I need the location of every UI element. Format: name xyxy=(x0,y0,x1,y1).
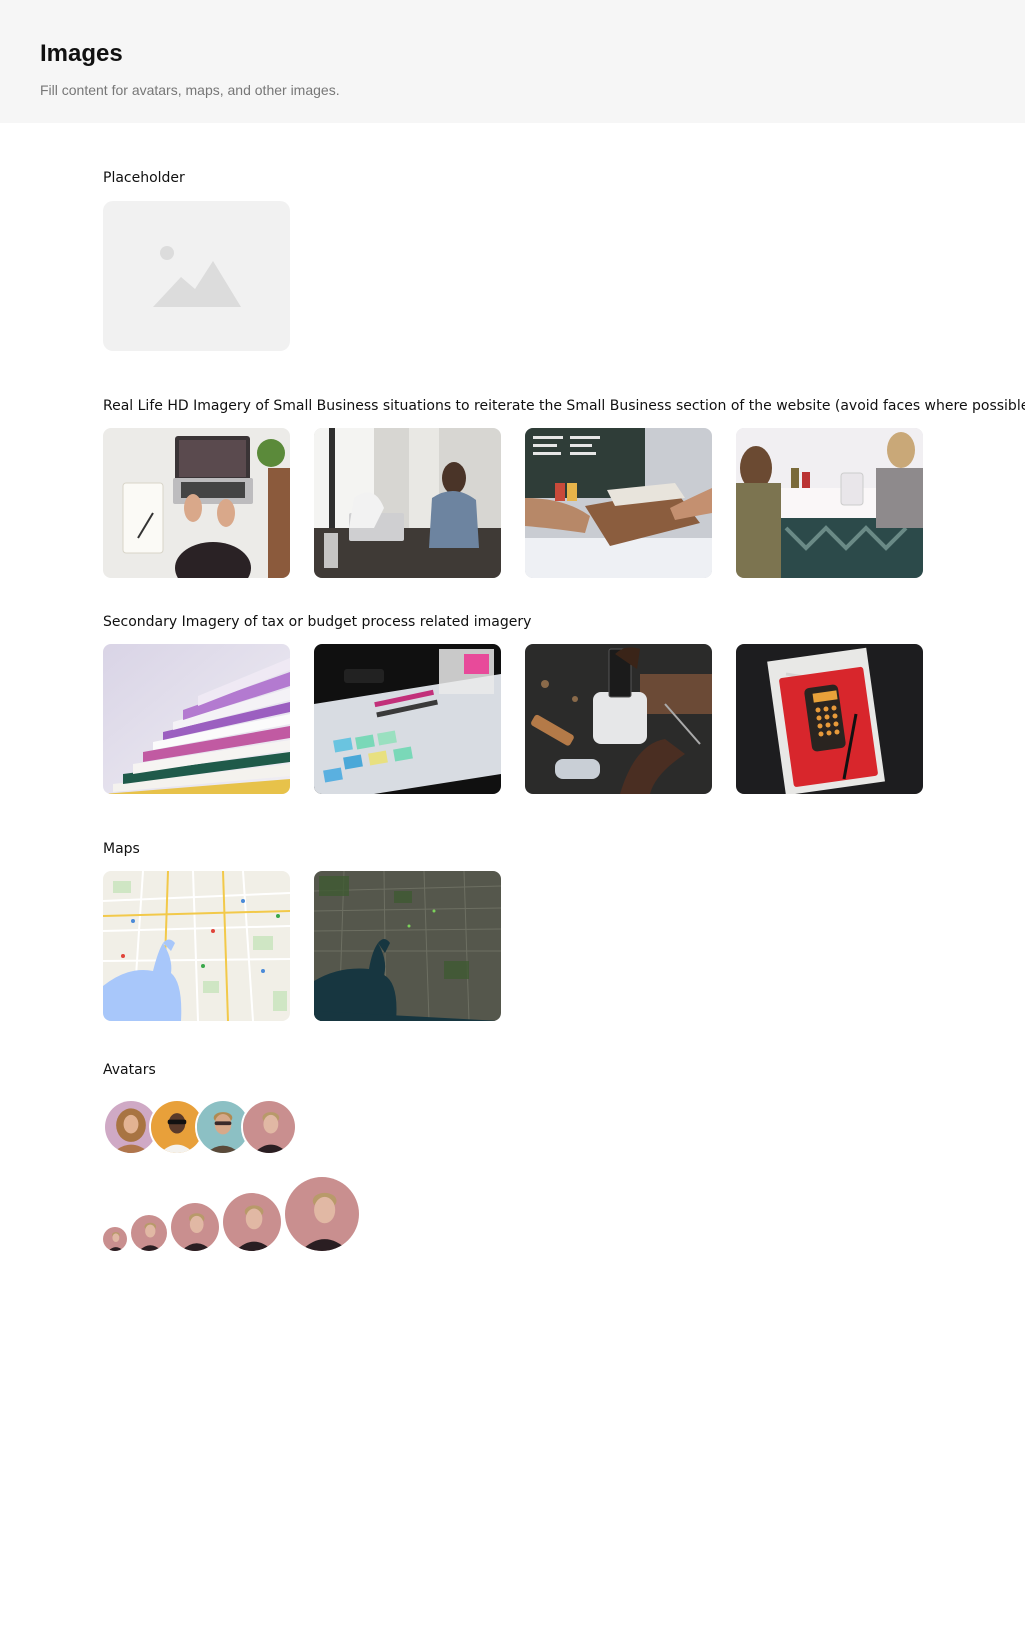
section-label-avatars: Avatars xyxy=(103,1062,156,1078)
business-photo-shop-counter xyxy=(736,428,923,578)
map-street-view xyxy=(103,871,290,1021)
page-title: Images xyxy=(40,40,123,67)
section-label-small-business: Real Life HD Imagery of Small Business s… xyxy=(103,398,1025,414)
tax-photo-paper-stack xyxy=(103,644,290,794)
section-label-maps: Maps xyxy=(103,841,140,857)
avatar-size-md[interactable] xyxy=(171,1203,219,1251)
avatar-size-lg[interactable] xyxy=(223,1193,281,1251)
avatar-size-xl[interactable] xyxy=(285,1177,359,1251)
image-placeholder-icon xyxy=(153,246,241,307)
avatar-size-sm[interactable] xyxy=(131,1215,167,1251)
avatar-man-glasses[interactable] xyxy=(149,1099,205,1155)
avatar-man-pink-bg[interactable] xyxy=(241,1099,297,1155)
section-label-tax: Secondary Imagery of tax or budget proce… xyxy=(103,614,532,630)
business-photo-package-handoff xyxy=(525,428,712,578)
business-photo-laptop-desk xyxy=(103,428,290,578)
tax-photo-card-reader xyxy=(525,644,712,794)
avatar-man-sunglasses[interactable] xyxy=(195,1099,251,1155)
business-photo-coworking xyxy=(314,428,501,578)
image-placeholder xyxy=(103,201,290,351)
tax-photo-calculator xyxy=(736,644,923,794)
page-subtitle: Fill content for avatars, maps, and othe… xyxy=(40,82,340,98)
section-label-placeholder: Placeholder xyxy=(103,170,185,186)
map-satellite-view xyxy=(314,871,501,1021)
tax-photo-sticky-notes xyxy=(314,644,501,794)
avatar-size-xs[interactable] xyxy=(103,1227,127,1251)
page-header: Images Fill content for avatars, maps, a… xyxy=(0,0,1025,123)
